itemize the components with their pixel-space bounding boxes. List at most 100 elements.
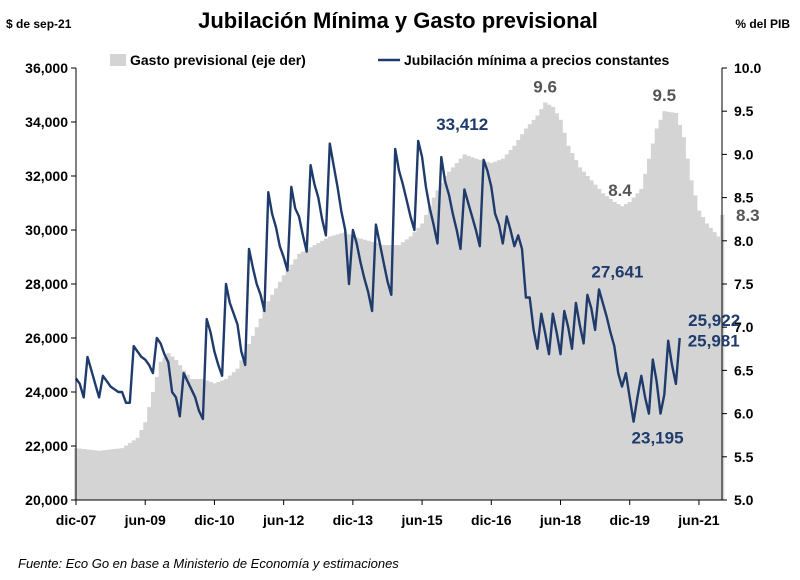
gasto-bar bbox=[693, 195, 698, 500]
gasto-bar bbox=[254, 327, 260, 500]
gasto-bar bbox=[93, 450, 98, 500]
gasto-bar bbox=[512, 145, 517, 500]
gasto-bar bbox=[116, 448, 121, 500]
gasto-bar bbox=[77, 448, 83, 500]
gasto-bar bbox=[235, 368, 240, 500]
gasto-bar bbox=[712, 232, 717, 500]
x-tick-label: dic-13 bbox=[333, 512, 374, 528]
x-tick-label: jun-09 bbox=[124, 512, 166, 528]
gasto-bar bbox=[185, 374, 190, 500]
gasto-bar bbox=[570, 152, 575, 500]
right-tick-label: 7.5 bbox=[734, 276, 754, 292]
gasto-bar bbox=[704, 223, 709, 500]
gasto-bar bbox=[593, 184, 598, 500]
gasto-bar bbox=[677, 125, 683, 501]
left-tick-label: 30,000 bbox=[25, 222, 68, 238]
gasto-bar bbox=[470, 157, 475, 500]
gasto-bar bbox=[404, 239, 410, 501]
gasto-bar bbox=[427, 206, 433, 501]
gasto-bar bbox=[327, 236, 333, 501]
gasto-bar bbox=[266, 301, 271, 500]
gasto-bar bbox=[647, 158, 652, 500]
source-note: Fuente: Eco Go en base a Ministerio de E… bbox=[18, 556, 399, 571]
annotation-label: 9.5 bbox=[653, 86, 677, 105]
gasto-bar bbox=[250, 335, 256, 500]
annotation-label: 23,195 bbox=[632, 429, 684, 448]
gasto-bar bbox=[135, 437, 140, 500]
x-tick-label: dic-19 bbox=[609, 512, 650, 528]
gasto-bar bbox=[516, 140, 521, 500]
gasto-bar bbox=[700, 217, 706, 501]
gasto-bar bbox=[597, 188, 602, 500]
gasto-bar bbox=[454, 163, 460, 501]
gasto-bar bbox=[462, 154, 467, 500]
gasto-bar bbox=[543, 102, 548, 500]
gasto-bar bbox=[650, 143, 656, 500]
x-tick-label: dic-07 bbox=[56, 512, 97, 528]
gasto-bar bbox=[216, 381, 221, 500]
left-tick-label: 24,000 bbox=[25, 384, 68, 400]
gasto-bar bbox=[220, 380, 225, 500]
x-tick-label: dic-10 bbox=[194, 512, 235, 528]
gasto-bar bbox=[162, 357, 167, 500]
gasto-bar bbox=[320, 240, 325, 501]
gasto-bar bbox=[120, 448, 125, 500]
right-tick-label: 7.0 bbox=[734, 319, 754, 335]
right-tick-label: 8.0 bbox=[734, 233, 754, 249]
gasto-bar bbox=[489, 163, 494, 501]
gasto-bar bbox=[500, 158, 506, 500]
gasto-bar bbox=[212, 383, 217, 500]
jubilacion-line bbox=[75, 139, 681, 423]
gasto-bar bbox=[620, 206, 625, 501]
gasto-bar bbox=[143, 422, 148, 500]
gasto-bar bbox=[104, 449, 110, 500]
gasto-bar bbox=[154, 376, 160, 500]
gasto-bar bbox=[631, 197, 636, 500]
gasto-bar bbox=[262, 309, 267, 500]
gasto-bar bbox=[481, 160, 486, 500]
gasto-bar bbox=[466, 155, 471, 500]
legend: Gasto previsional (eje der) Jubilación m… bbox=[110, 52, 670, 68]
chart-title: Jubilación Mínima y Gasto previsional bbox=[198, 8, 598, 33]
gasto-bar bbox=[450, 167, 456, 501]
gasto-bar bbox=[231, 372, 236, 500]
left-tick-label: 28,000 bbox=[25, 276, 68, 292]
gasto-bar bbox=[158, 361, 163, 500]
right-tick-label: 9.5 bbox=[734, 103, 754, 119]
right-axis-unit: % del PIB bbox=[735, 17, 790, 31]
x-tick-label: jun-15 bbox=[400, 512, 442, 528]
gasto-bar bbox=[685, 158, 690, 500]
jubilacion-line-series bbox=[75, 139, 681, 423]
right-tick-label: 6.0 bbox=[734, 406, 754, 422]
gasto-bar bbox=[435, 190, 440, 500]
x-tick-label: dic-16 bbox=[471, 512, 512, 528]
right-tick-label: 10.0 bbox=[734, 60, 761, 76]
gasto-bar bbox=[177, 365, 183, 500]
gasto-bar bbox=[297, 253, 302, 500]
gasto-bar bbox=[604, 196, 609, 500]
gasto-bar bbox=[170, 356, 175, 500]
left-tick-label: 32,000 bbox=[25, 168, 68, 184]
gasto-bar bbox=[81, 449, 87, 500]
gasto-bar bbox=[277, 281, 283, 500]
gasto-bar bbox=[381, 245, 386, 500]
annotation-label: 27,641 bbox=[591, 263, 643, 282]
gasto-bar bbox=[550, 106, 556, 500]
gasto-bar bbox=[535, 115, 540, 501]
gasto-bar bbox=[412, 232, 417, 500]
gasto-bar bbox=[204, 380, 210, 500]
gasto-bar bbox=[485, 161, 490, 500]
gasto-bar bbox=[408, 236, 413, 501]
annotation-label: 25,922 bbox=[688, 311, 740, 330]
gasto-bar bbox=[224, 379, 229, 500]
gasto-bar bbox=[577, 167, 583, 501]
annotation-label: 8.4 bbox=[608, 181, 632, 200]
x-tick-label: jun-12 bbox=[262, 512, 304, 528]
gasto-bar bbox=[193, 379, 198, 500]
gasto-bar bbox=[539, 109, 544, 500]
gasto-bar bbox=[281, 275, 286, 500]
gasto-bar bbox=[673, 112, 679, 500]
legend-label-gasto: Gasto previsional (eje der) bbox=[130, 52, 306, 68]
gasto-bar bbox=[523, 128, 529, 501]
